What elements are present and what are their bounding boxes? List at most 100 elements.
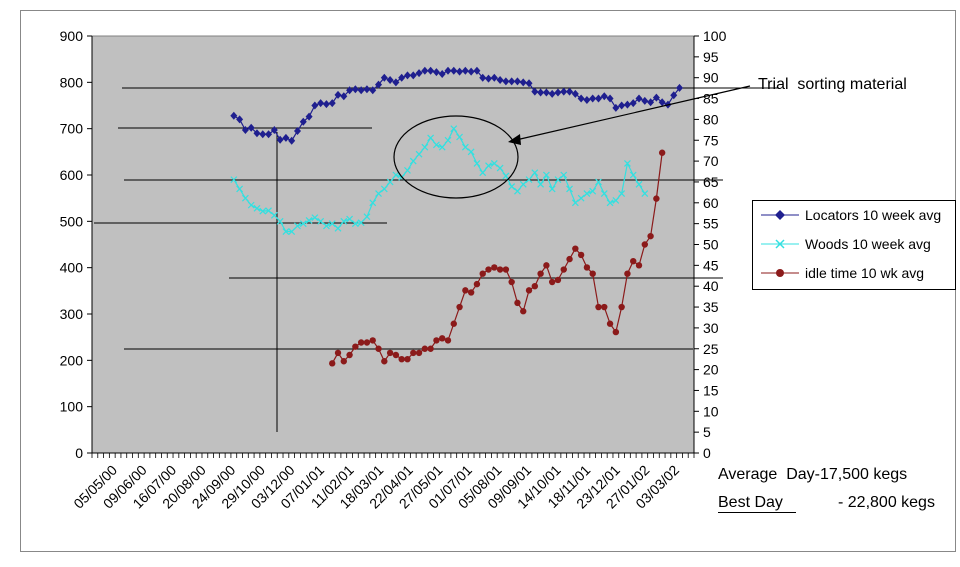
data-point [560, 171, 568, 179]
data-point [369, 337, 376, 344]
data-point [467, 148, 475, 156]
data-point [543, 262, 550, 269]
data-point [386, 76, 394, 85]
data-point [542, 171, 550, 179]
y-left-tick-label: 100 [60, 399, 84, 415]
y-left-tick-label: 200 [60, 352, 84, 368]
data-point [369, 199, 377, 207]
data-point [334, 224, 342, 232]
data-point [537, 270, 544, 277]
y-left-tick-label: 700 [60, 121, 84, 137]
data-point [473, 159, 481, 167]
data-point [577, 194, 585, 202]
data-point [566, 255, 573, 263]
data-point [548, 278, 556, 286]
data-point [647, 232, 654, 240]
y-right-tick-label: 0 [703, 445, 711, 461]
data-point [485, 266, 492, 273]
data-point [537, 180, 545, 188]
y-right-tick-label: 70 [703, 153, 719, 169]
data-point [288, 228, 296, 235]
data-point [265, 207, 272, 215]
data-point [450, 125, 458, 133]
data-point [571, 199, 579, 207]
data-point [508, 183, 516, 191]
data-point [566, 185, 573, 193]
data-point [629, 171, 637, 179]
data-point [531, 169, 539, 177]
y-right-tick-label: 30 [703, 320, 719, 336]
data-point [485, 74, 493, 83]
data-point [456, 303, 463, 311]
data-point [600, 190, 608, 197]
data-point [328, 220, 336, 228]
data-point [450, 66, 458, 75]
data-point [299, 220, 307, 228]
data-point [653, 195, 660, 202]
data-point [444, 66, 452, 75]
y-right-tick-label: 65 [703, 174, 719, 190]
data-point [380, 185, 388, 193]
y-right-tick-label: 60 [703, 195, 719, 211]
data-point [601, 303, 608, 311]
data-point [537, 88, 545, 97]
data-point [409, 71, 417, 80]
data-point [305, 112, 313, 121]
data-point [560, 266, 567, 273]
legend-item-locators: Locators 10 week avg [761, 205, 957, 225]
legend-label-idle: idle time 10 wk avg [805, 265, 925, 281]
data-point [606, 320, 614, 327]
legend-item-woods: Woods 10 week avg [761, 234, 957, 254]
data-point [635, 180, 643, 188]
y-right-tick-label: 90 [703, 70, 719, 86]
data-point [247, 201, 255, 209]
data-point [554, 88, 562, 97]
data-point [241, 126, 249, 135]
data-point [635, 94, 643, 103]
data-point [485, 162, 492, 170]
data-point [589, 187, 597, 195]
data-point [410, 349, 417, 357]
data-point [230, 176, 238, 184]
data-point [473, 66, 481, 75]
data-point [282, 133, 290, 142]
data-point [583, 95, 591, 104]
data-point [491, 264, 498, 271]
data-point [427, 66, 435, 75]
y-right-tick-label: 100 [703, 28, 727, 44]
data-point [641, 241, 648, 248]
data-point [496, 76, 504, 85]
data-point [618, 101, 626, 110]
legend-label-locators: Locators 10 week avg [805, 207, 942, 223]
data-point [404, 355, 411, 363]
data-point [421, 345, 429, 352]
data-point [421, 143, 429, 151]
data-point [525, 176, 533, 184]
data-point [409, 157, 417, 165]
data-point [623, 100, 631, 109]
data-point [456, 133, 463, 141]
data-point [253, 129, 261, 138]
data-point [577, 251, 585, 259]
legend: Locators 10 week avg Woods 10 week avg i… [752, 200, 956, 290]
annotation-label: Trial sorting material [758, 76, 907, 93]
data-point [363, 85, 371, 94]
data-point [479, 270, 486, 277]
data-point [612, 197, 620, 204]
data-point [583, 190, 591, 197]
data-point [346, 215, 354, 223]
data-point [392, 78, 400, 87]
data-point [438, 143, 446, 151]
y-right-tick-label: 15 [703, 382, 719, 398]
data-point [618, 190, 626, 197]
data-point [403, 71, 411, 80]
y-right-tick-label: 45 [703, 257, 719, 273]
data-point [276, 135, 284, 144]
data-point [270, 126, 278, 135]
annotation-ellipse [393, 115, 519, 199]
data-point [351, 220, 359, 228]
data-point [647, 98, 655, 107]
data-point [317, 99, 325, 108]
data-point [496, 164, 504, 172]
data-point [525, 287, 533, 294]
